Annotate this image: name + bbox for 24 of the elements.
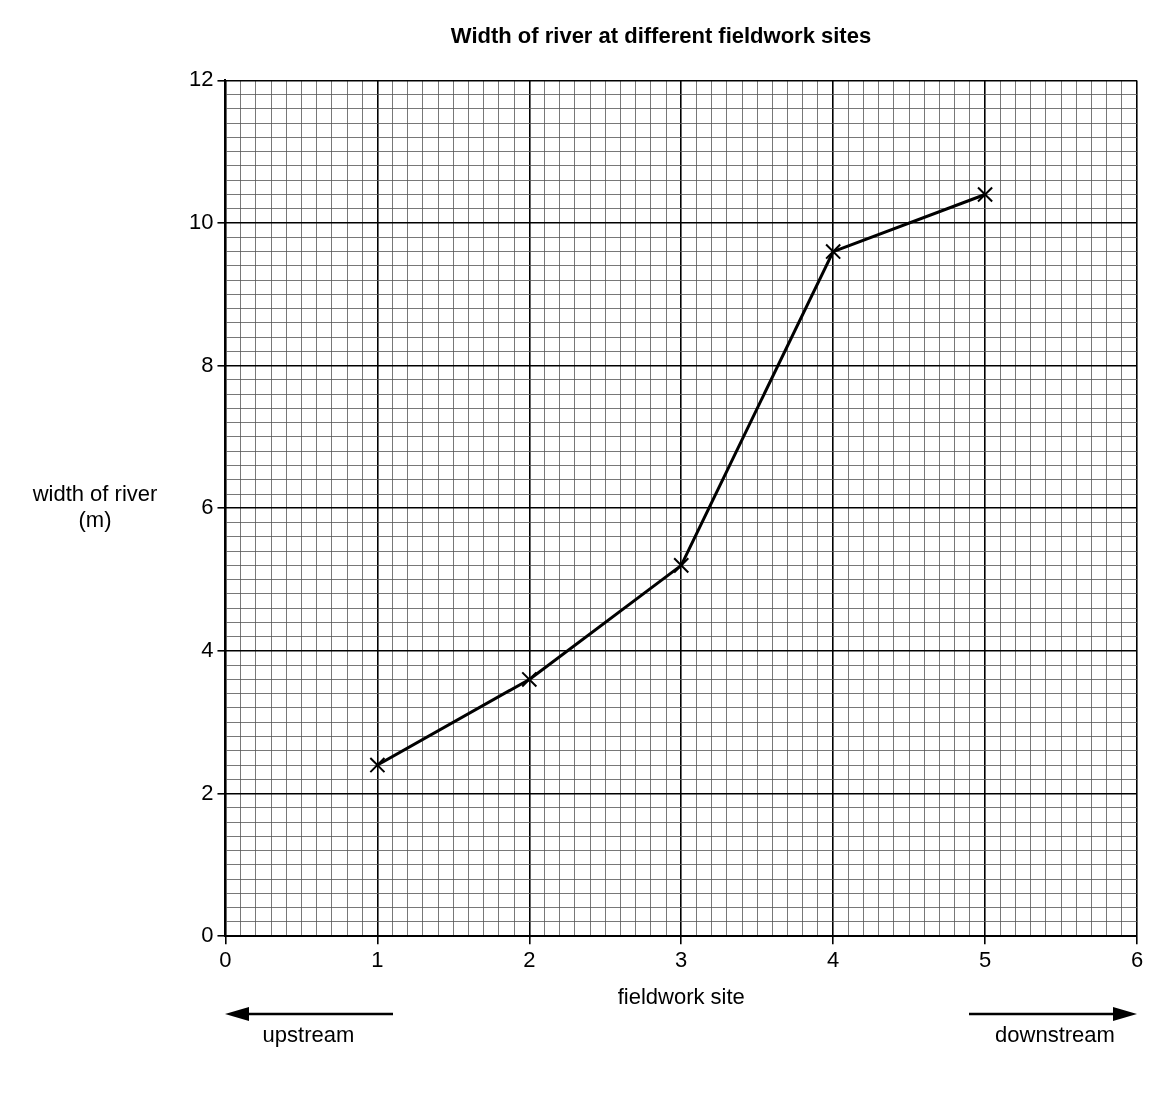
y-tick-label: 10 bbox=[188, 209, 214, 235]
y-tick-label: 12 bbox=[188, 66, 214, 92]
x-tick-label: 2 bbox=[523, 947, 536, 973]
y-tick-label: 4 bbox=[201, 637, 214, 662]
point bbox=[977, 186, 994, 203]
y-tick-label: 0 bbox=[201, 922, 214, 948]
x-tick-label: 5 bbox=[978, 947, 992, 973]
point bbox=[521, 671, 538, 688]
chart-title: Width of river at different fieldwork sites bbox=[450, 23, 872, 49]
x-tick-label: 6 bbox=[1130, 947, 1144, 973]
y-tick-label: 8 bbox=[201, 351, 214, 377]
point bbox=[825, 243, 842, 260]
y-tick-label: 2 bbox=[201, 779, 214, 805]
y-tick-label: 6 bbox=[201, 494, 214, 520]
x-tick-label: 1 bbox=[371, 947, 384, 973]
y-axis-title: width of river (m) bbox=[31, 481, 158, 533]
text: upstream bbox=[262, 1022, 355, 1048]
x-tick-label: 4 bbox=[827, 947, 840, 973]
x-tick-label: 3 bbox=[675, 947, 688, 973]
text: downstream bbox=[995, 1022, 1115, 1048]
x-tick-label: 0 bbox=[219, 947, 232, 973]
point bbox=[673, 557, 690, 574]
x-axis-title: fieldwork site bbox=[617, 983, 745, 1009]
point bbox=[369, 756, 386, 774]
